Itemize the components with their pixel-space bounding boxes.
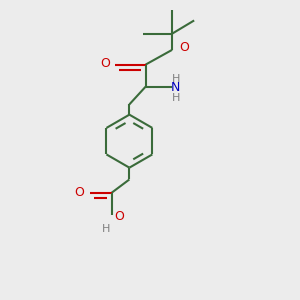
Text: O: O <box>179 41 189 54</box>
Text: O: O <box>115 210 124 223</box>
Text: O: O <box>74 186 84 199</box>
Text: H: H <box>172 93 181 103</box>
Text: H: H <box>172 74 181 84</box>
Text: O: O <box>100 57 110 70</box>
Text: H: H <box>102 224 111 234</box>
Text: N: N <box>171 81 181 94</box>
